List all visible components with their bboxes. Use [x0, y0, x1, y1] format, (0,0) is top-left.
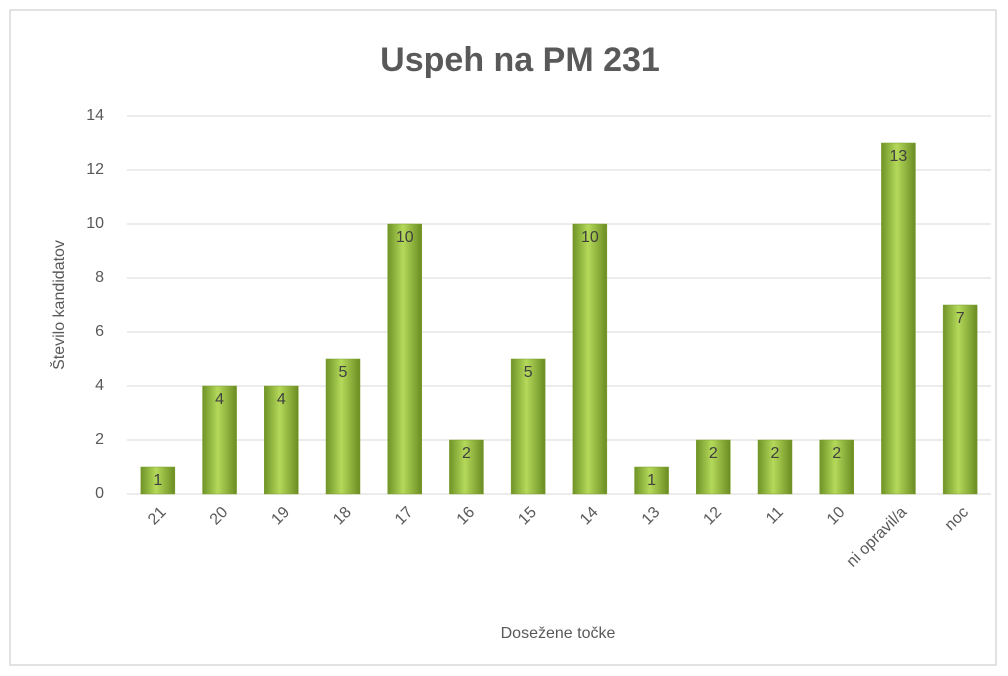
data-label: 1 — [647, 472, 656, 489]
bar — [572, 223, 608, 495]
chart-frame — [9, 9, 997, 666]
y-tick-label: 8 — [95, 269, 104, 286]
y-tick-label: 4 — [95, 377, 104, 394]
y-tick-label: 0 — [95, 485, 104, 502]
y-axis-label: Število kandidatov — [49, 240, 68, 370]
data-label: 4 — [277, 391, 286, 408]
data-label: 1 — [153, 472, 162, 489]
bar — [634, 466, 669, 495]
data-label: 2 — [462, 445, 471, 462]
data-label: 2 — [832, 445, 841, 462]
bar — [264, 385, 299, 495]
bar — [819, 439, 854, 495]
bar — [449, 439, 484, 495]
x-axis-label: Dosežene točke — [501, 625, 616, 642]
bar — [387, 223, 422, 495]
y-tick-label: 14 — [86, 107, 104, 124]
data-label: 5 — [524, 364, 533, 381]
bar — [140, 466, 176, 495]
chart-title: Uspeh na PM 231 — [380, 41, 660, 79]
bar — [757, 439, 793, 495]
y-tick-label: 6 — [95, 323, 104, 340]
bar — [881, 142, 916, 495]
y-tick-label: 2 — [95, 431, 104, 448]
data-label: 7 — [956, 310, 965, 327]
data-label: 4 — [215, 391, 224, 408]
data-label: 10 — [581, 229, 599, 246]
bar — [510, 358, 546, 495]
data-label: 10 — [396, 229, 414, 246]
data-label: 13 — [890, 148, 908, 165]
y-tick-label: 10 — [86, 215, 104, 232]
data-label: 2 — [771, 445, 780, 462]
data-label: 5 — [339, 364, 348, 381]
bar — [202, 385, 237, 495]
bar — [325, 358, 361, 495]
bar — [942, 304, 978, 495]
y-tick-label: 12 — [86, 161, 104, 178]
data-label: 2 — [709, 445, 718, 462]
bar — [696, 439, 731, 495]
